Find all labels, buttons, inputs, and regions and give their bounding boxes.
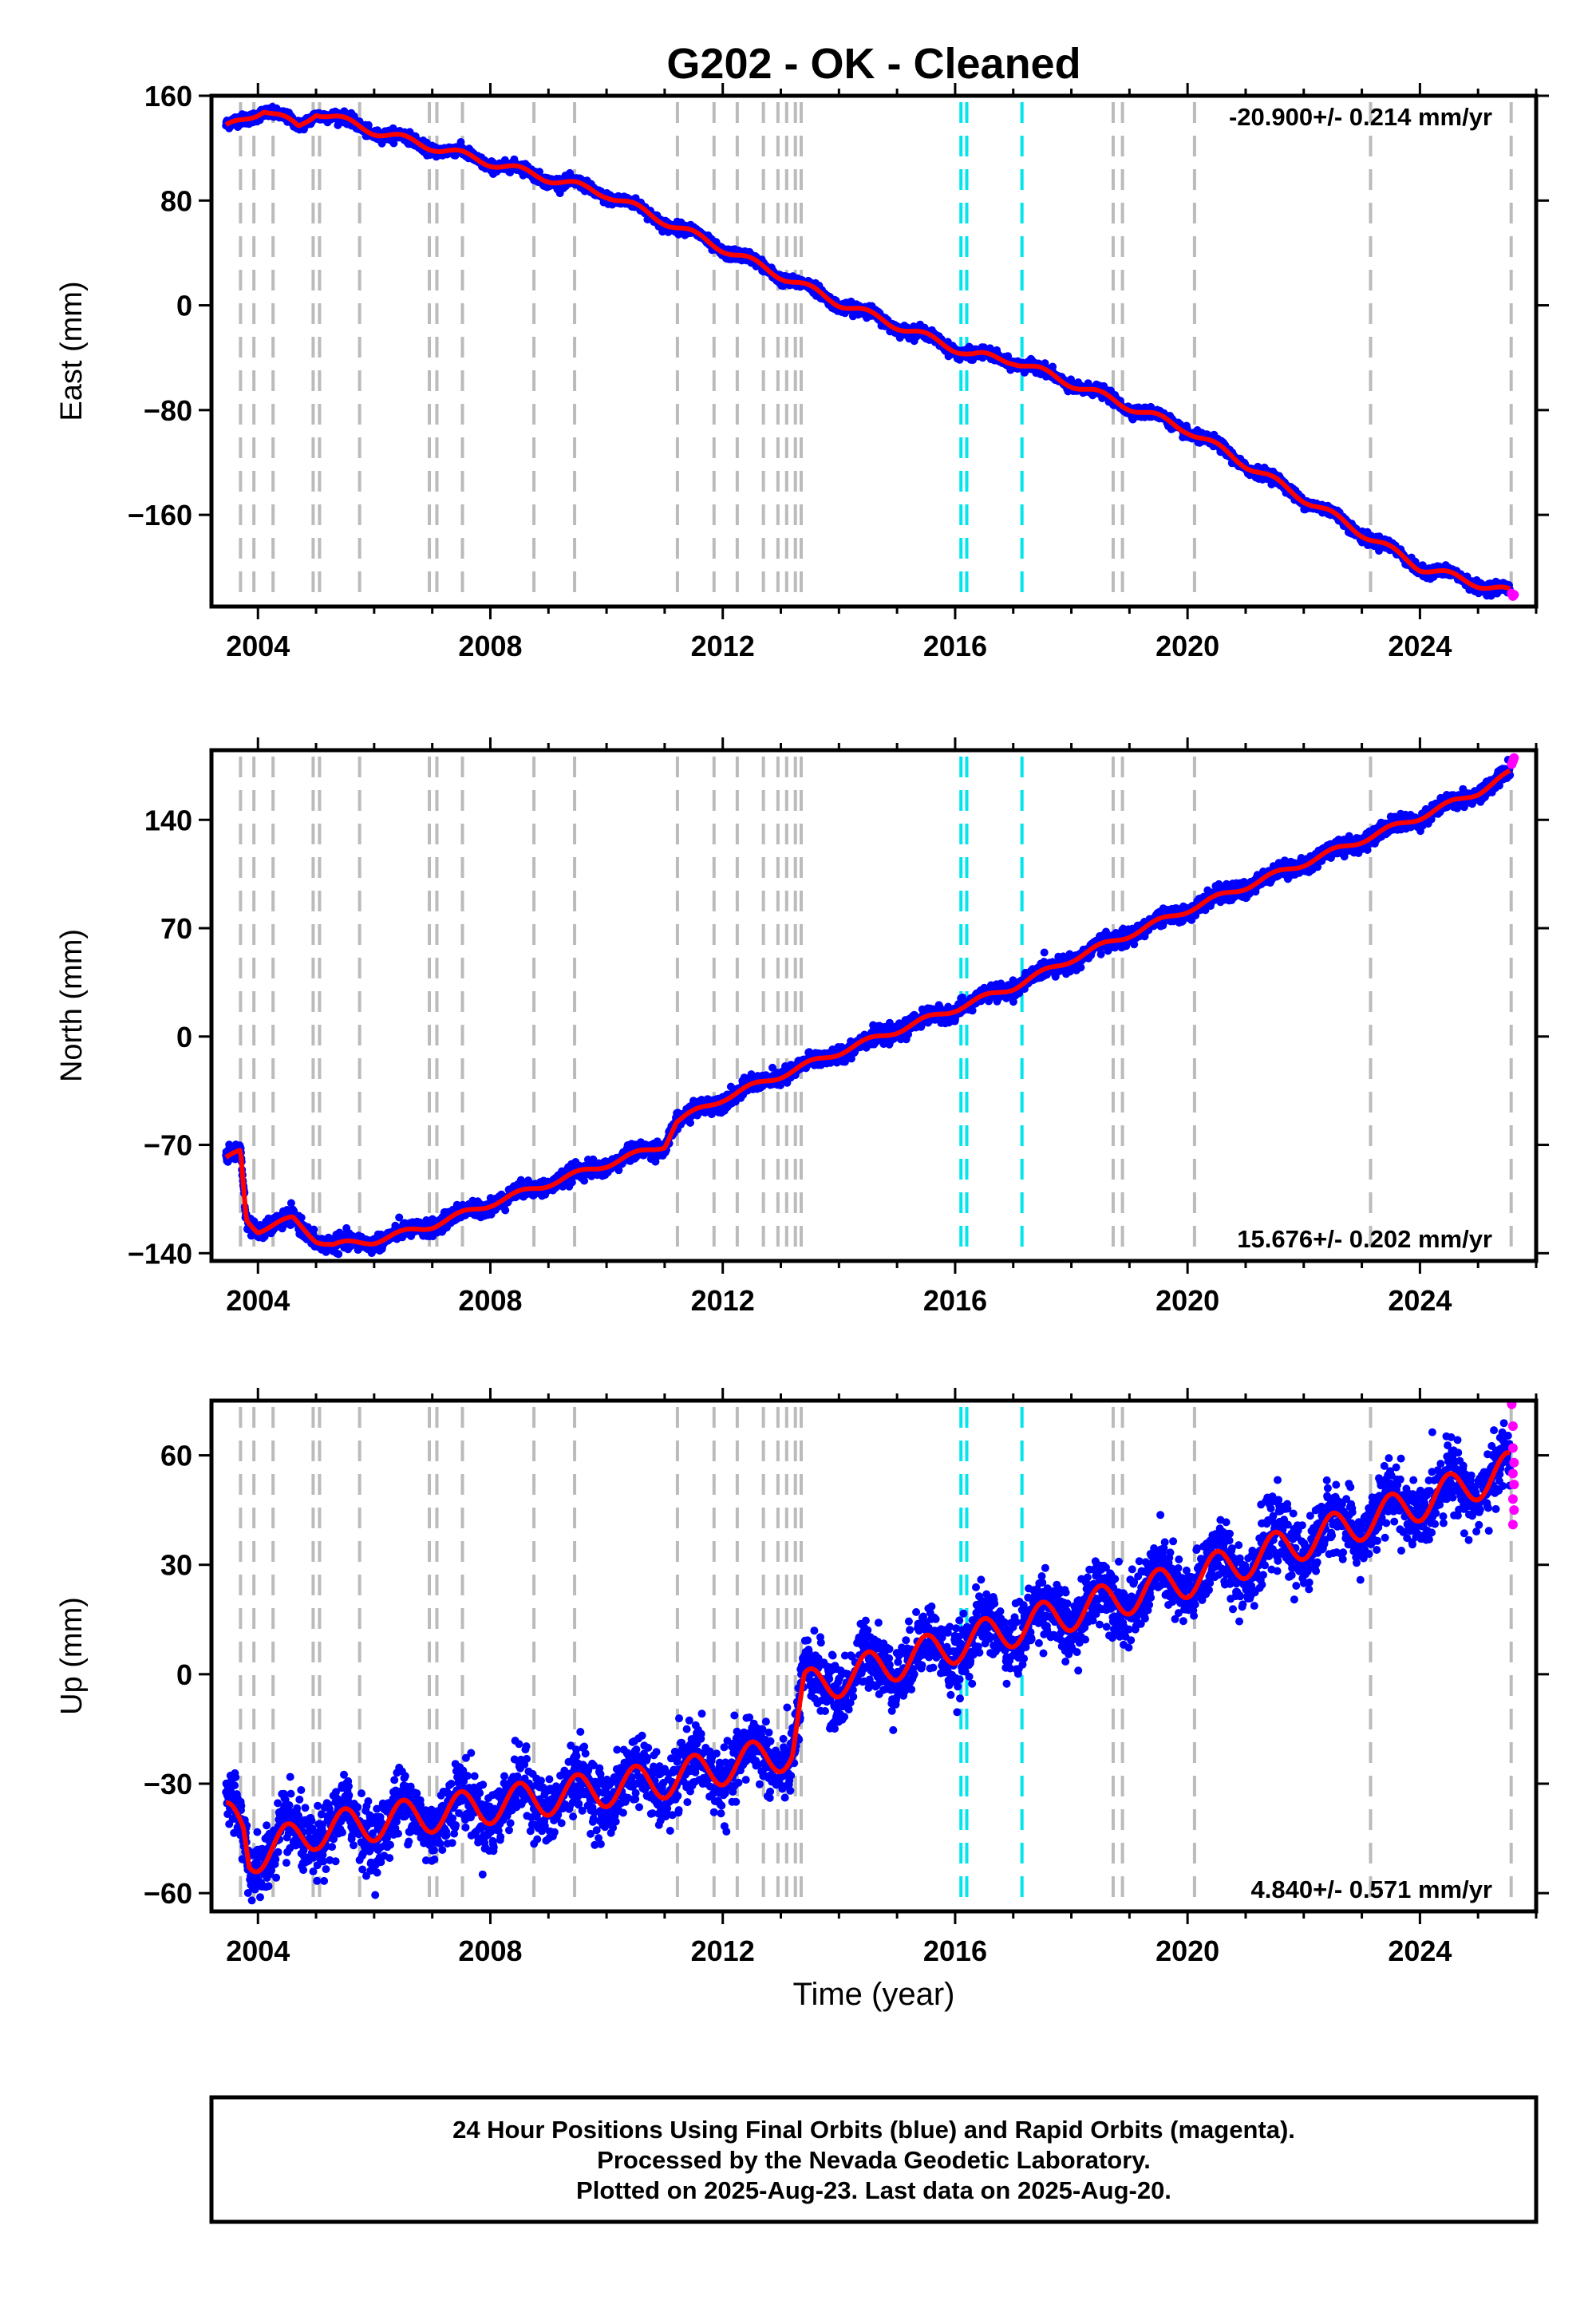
east-panel: 2004 2008 2012 2016 2020 2024 160 80 0 −80 −160 Eas… (55, 80, 1549, 662)
y-tick-label: 80 (160, 184, 192, 217)
velocity-label: -20.900+/- 0.214 mm/yr (1229, 103, 1492, 131)
x-tick-label: 2004 (226, 630, 290, 662)
final-orbit-point (334, 1250, 343, 1259)
plot-area (211, 96, 1536, 607)
final-orbit-point (310, 1225, 318, 1234)
chart-title: G202 - OK - Cleaned (666, 40, 1080, 88)
north-panel: 2004 2008 2012 2016 2020 2024140700−70−140Nor… (55, 737, 1549, 1317)
y-axis-label: East (mm) (55, 281, 89, 421)
x-tick-label: 2012 (691, 630, 755, 662)
x-tick-label: 2016 (923, 630, 987, 662)
y-tick-label: −160 (128, 499, 192, 532)
plot-area (211, 750, 1536, 1261)
x-tick-label: 2008 (458, 630, 522, 662)
y-tick-label: 0 (176, 290, 192, 322)
y-tick-label: −80 (144, 394, 192, 427)
y-tick-label: 160 (144, 80, 192, 113)
rapid-orbit-point (1509, 590, 1519, 600)
x-tick-label: 2024 (1388, 630, 1452, 662)
x-tick-label: 2020 (1156, 630, 1219, 662)
final-orbit-point (456, 138, 465, 146)
